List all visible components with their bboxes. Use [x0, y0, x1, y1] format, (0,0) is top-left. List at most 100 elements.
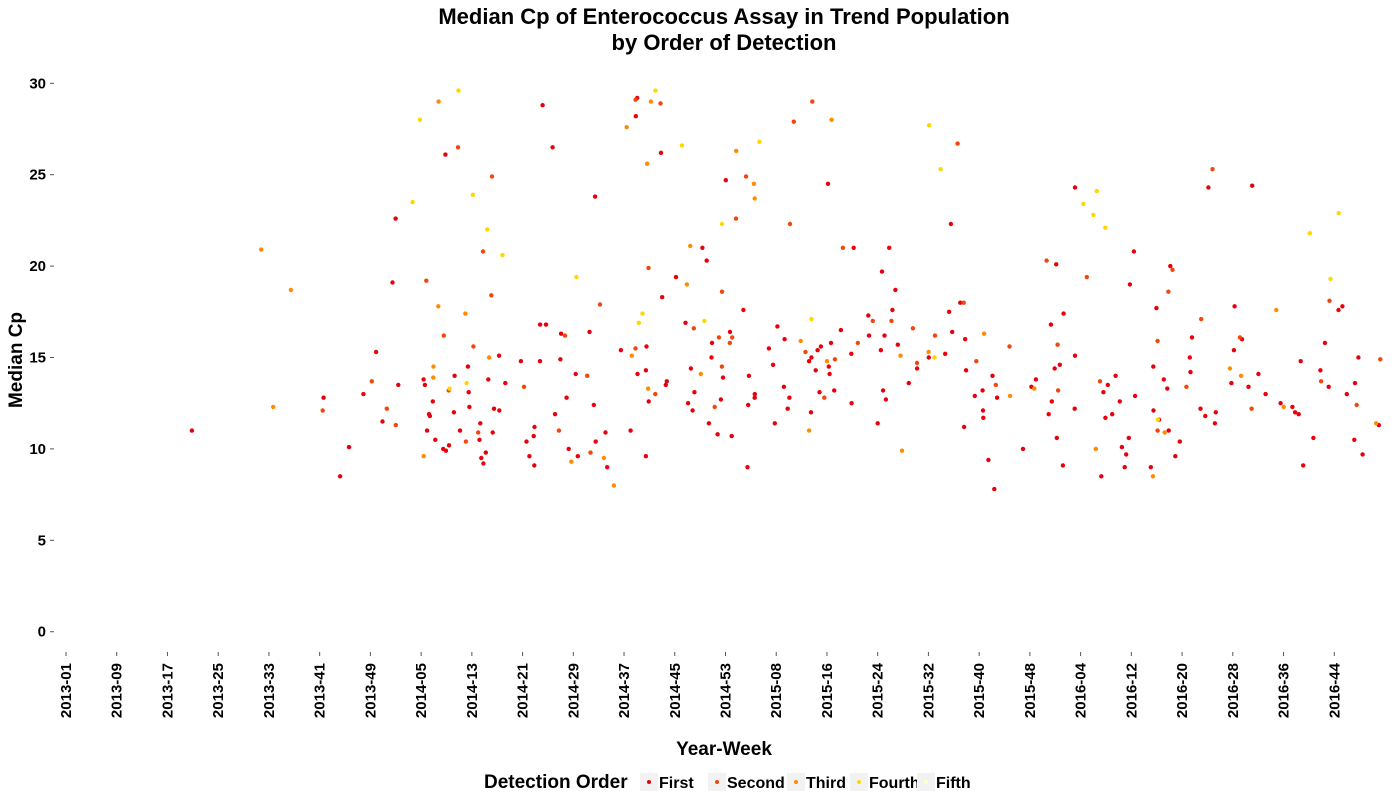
data-point-first	[752, 395, 757, 400]
data-point-third	[1274, 307, 1279, 313]
data-point-first	[720, 375, 726, 380]
data-point-first	[1122, 465, 1127, 470]
data-point-third	[1162, 430, 1167, 435]
data-point-first	[882, 333, 887, 338]
data-point-fourth	[757, 139, 762, 144]
data-point-first	[828, 340, 834, 346]
data-point-first	[809, 355, 814, 360]
data-point-second	[1007, 344, 1012, 349]
data-point-first	[550, 145, 555, 150]
data-point-first	[880, 388, 886, 393]
data-point-first	[1296, 412, 1301, 417]
data-point-fourth	[640, 311, 645, 316]
y-tick-label: 15	[29, 350, 46, 367]
data-point-third	[436, 304, 441, 309]
data-point-first	[963, 337, 968, 342]
data-point-first	[1127, 282, 1133, 287]
data-point-first	[592, 194, 598, 199]
data-point-second	[1378, 357, 1383, 362]
data-point-second	[633, 346, 638, 351]
data-point-fourth	[1094, 188, 1100, 194]
x-axis-title: Year-Week	[676, 739, 772, 760]
legend-title: Detection Order	[484, 772, 628, 793]
data-point-first	[446, 443, 452, 448]
data-point-second	[384, 406, 389, 411]
data-point-fourth	[574, 274, 579, 280]
data-point-first	[643, 454, 649, 459]
data-point-fourth	[447, 386, 452, 391]
x-tick-label: 2015-24	[870, 662, 887, 718]
x-tick-label: 2015-32	[920, 663, 937, 718]
data-point-first	[421, 377, 426, 382]
data-point-first	[390, 280, 395, 285]
data-point-third	[1238, 373, 1244, 378]
data-point-first	[481, 461, 486, 466]
data-point-fourth	[1081, 201, 1086, 207]
data-point-first	[890, 307, 895, 313]
data-point-fourth	[1155, 417, 1161, 422]
data-point-first	[1052, 366, 1057, 371]
data-point-first	[961, 424, 967, 430]
data-point-second	[730, 335, 735, 340]
data-point-first	[1212, 421, 1218, 426]
legend-key-second	[715, 780, 719, 784]
data-point-first	[1048, 322, 1054, 327]
data-point-first	[673, 274, 679, 280]
data-point-first	[643, 368, 649, 373]
data-point-first	[875, 421, 880, 426]
data-point-third	[1281, 404, 1286, 410]
data-point-fourth	[702, 318, 707, 324]
data-point-second	[480, 249, 486, 254]
data-point-third	[624, 125, 629, 130]
data-point-first	[1336, 307, 1341, 313]
x-tick-label: 2016-12	[1123, 663, 1140, 718]
data-point-first	[1206, 185, 1211, 190]
data-point-first	[729, 433, 734, 439]
data-point-first	[543, 322, 549, 327]
data-point-first	[775, 324, 780, 329]
data-point-first	[895, 342, 900, 347]
data-point-first	[1198, 406, 1203, 411]
data-point-first	[887, 245, 892, 250]
data-point-first	[990, 373, 995, 378]
data-point-first	[745, 465, 750, 470]
data-point-first	[1110, 412, 1115, 417]
data-point-third	[421, 454, 426, 459]
data-point-fourth	[500, 252, 505, 258]
data-point-third	[1227, 366, 1233, 371]
x-tick-label: 2013-33	[261, 663, 278, 718]
data-point-third	[611, 483, 617, 488]
data-point-first	[393, 216, 398, 221]
data-point-first	[878, 348, 884, 353]
data-point-first	[1278, 401, 1283, 406]
data-point-first	[815, 348, 820, 353]
data-point-first	[422, 382, 428, 388]
data-point-third	[288, 287, 294, 293]
data-point-fourth	[926, 123, 932, 128]
data-point-first	[838, 327, 844, 333]
data-point-second	[455, 145, 461, 150]
data-point-third	[463, 311, 468, 316]
data-point-first	[644, 344, 649, 349]
data-point-first	[1154, 305, 1159, 311]
x-tick-label: 2014-05	[413, 663, 430, 718]
data-point-first	[496, 353, 502, 358]
data-point-fourth	[653, 88, 658, 93]
data-point-third	[1093, 446, 1099, 452]
data-point-third	[629, 353, 634, 358]
data-point-second	[489, 293, 494, 298]
data-point-first	[818, 344, 824, 349]
data-point-second	[1084, 274, 1090, 280]
x-tick-label: 2013-09	[109, 663, 126, 718]
data-point-first	[540, 103, 545, 108]
data-point-first	[503, 380, 508, 386]
data-point-second	[993, 382, 998, 388]
data-point-third	[806, 428, 812, 433]
x-tick-label: 2015-48	[1022, 663, 1039, 718]
data-point-first	[715, 432, 720, 437]
data-point-first	[537, 322, 543, 327]
legend-label: Fourth	[869, 775, 920, 792]
data-point-second	[716, 335, 722, 340]
data-point-first	[497, 408, 502, 413]
data-point-third	[1374, 421, 1379, 426]
